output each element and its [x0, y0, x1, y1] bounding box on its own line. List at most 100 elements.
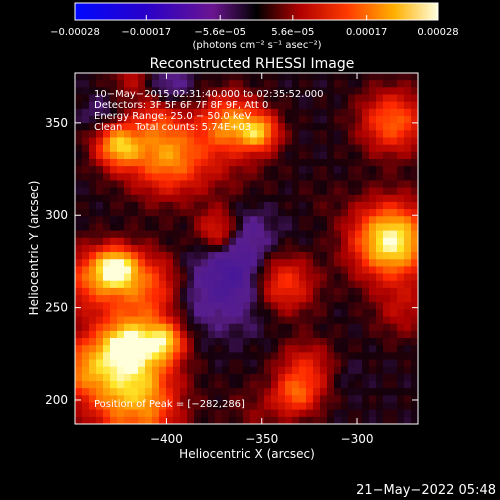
peak-position-label: Position of Peak = [−282,286]: [94, 399, 245, 410]
heat-cell: [166, 201, 174, 210]
heat-cell: [285, 402, 293, 411]
heat-cell: [145, 194, 153, 203]
heat-cell: [243, 137, 251, 146]
heat-cell: [285, 266, 293, 275]
heat-cell: [145, 144, 153, 153]
heat-cell: [229, 137, 237, 146]
heat-cell: [159, 123, 167, 131]
heat-cell: [299, 295, 307, 303]
heat-cell: [390, 323, 398, 332]
heat-cell: [348, 180, 356, 189]
heat-cell: [131, 338, 139, 346]
heat-cell: [145, 273, 153, 282]
heat-cell: [187, 108, 195, 117]
heat-cell: [124, 144, 132, 153]
heat-cell: [187, 144, 195, 153]
heat-cell: [138, 402, 146, 411]
heat-cell: [152, 144, 160, 153]
heat-cell: [243, 395, 251, 404]
heat-cell: [117, 230, 125, 239]
heat-cell: [299, 280, 307, 289]
heat-cell: [334, 381, 342, 389]
heat-cell: [306, 130, 314, 139]
heat-cell: [138, 338, 146, 346]
heat-cell: [187, 158, 195, 167]
heat-cell: [285, 216, 293, 225]
heat-cell: [187, 201, 195, 210]
heat-cell: [173, 330, 181, 339]
heat-cell: [159, 302, 167, 310]
heat-cell: [299, 416, 307, 424]
heat-cell: [306, 201, 314, 210]
heat-cell: [82, 137, 90, 146]
heat-cell: [397, 352, 405, 361]
heat-cell: [369, 309, 377, 318]
heat-cell: [194, 402, 202, 411]
heat-cell: [278, 209, 286, 217]
heat-cell: [124, 388, 132, 396]
heat-cell: [138, 144, 146, 153]
heat-cell: [292, 259, 300, 267]
heat-cell: [306, 366, 314, 375]
heat-cell: [131, 130, 139, 139]
heat-cell: [215, 180, 223, 189]
heat-cell: [376, 130, 384, 139]
heat-cell: [348, 416, 356, 424]
heat-cell: [341, 137, 349, 146]
heat-cell: [383, 230, 391, 239]
heat-cell: [257, 209, 265, 217]
heat-cell: [124, 230, 132, 239]
heat-cell: [208, 123, 216, 131]
heat-cell: [89, 87, 97, 96]
heat-cell: [117, 244, 125, 253]
heat-cell: [173, 173, 181, 182]
heat-cell: [257, 151, 265, 160]
heat-cell: [271, 158, 279, 167]
heat-cell: [264, 101, 272, 110]
heat-cell: [103, 330, 111, 339]
heat-cell: [292, 187, 300, 196]
heat-cell: [299, 259, 307, 267]
heat-cell: [103, 180, 111, 189]
heat-cell: [341, 330, 349, 339]
heat-cell: [166, 323, 174, 332]
heat-cell: [215, 158, 223, 167]
heat-cell: [320, 359, 328, 368]
heat-cell: [215, 416, 223, 424]
heat-cell: [194, 151, 202, 160]
heat-cell: [376, 252, 384, 260]
heat-cell: [138, 323, 146, 332]
heat-cell: [285, 330, 293, 339]
heat-cell: [138, 309, 146, 318]
heat-cell: [355, 244, 363, 253]
heat-cell: [82, 108, 90, 117]
heat-cell: [313, 345, 321, 353]
heat-cell: [411, 115, 418, 124]
heat-cell: [166, 373, 174, 382]
heat-cell: [110, 144, 118, 153]
heat-cell: [369, 338, 377, 346]
heat-cell: [187, 237, 195, 246]
heat-cell: [82, 409, 90, 418]
heat-cell: [173, 87, 181, 96]
heat-cell: [124, 287, 132, 296]
heat-cell: [320, 166, 328, 174]
heat-cell: [82, 338, 90, 346]
heat-cell: [166, 216, 174, 225]
heat-cell: [369, 366, 377, 375]
heat-cell: [222, 402, 230, 411]
heat-cell: [215, 130, 223, 139]
heat-cell: [180, 381, 188, 389]
heat-cell: [404, 309, 412, 318]
heat-cell: [180, 244, 188, 253]
heat-cell: [376, 223, 384, 232]
heat-cell: [355, 194, 363, 203]
heat-cell: [369, 194, 377, 203]
heat-cell: [229, 244, 237, 253]
heat-cell: [215, 409, 223, 418]
heat-cell: [376, 273, 384, 282]
heat-cell: [103, 280, 111, 289]
heat-cell: [264, 87, 272, 96]
heat-cell: [299, 316, 307, 325]
heat-cell: [299, 130, 307, 139]
